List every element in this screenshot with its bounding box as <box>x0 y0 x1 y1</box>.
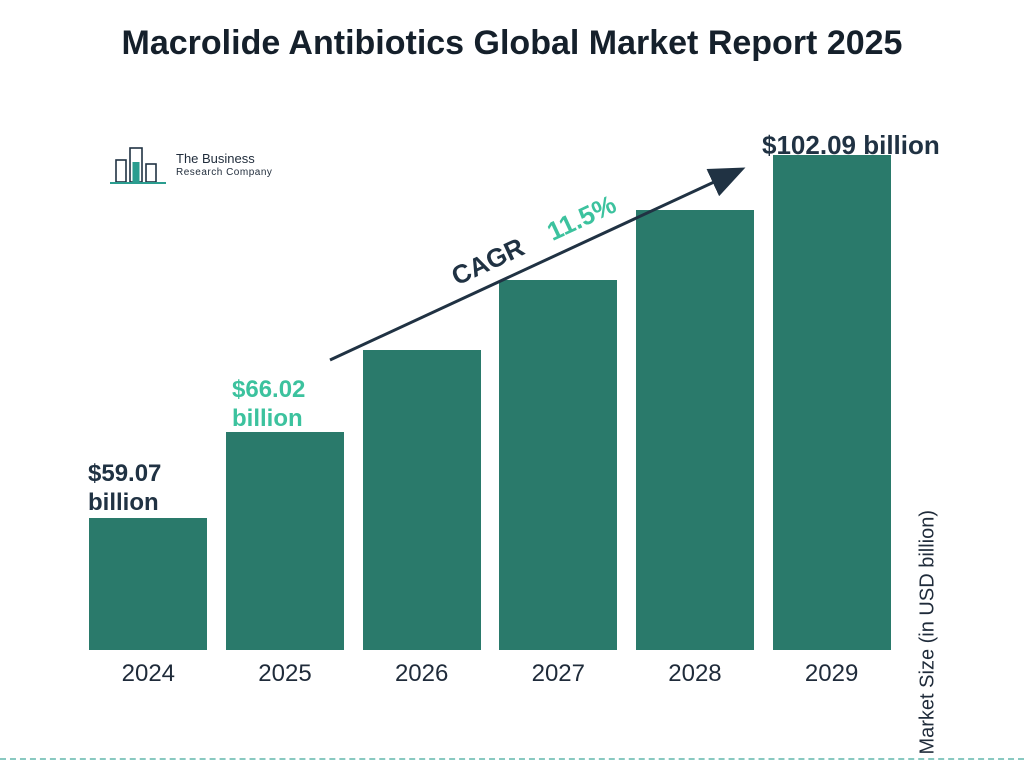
bar <box>89 518 207 650</box>
bar-slot: 2024 <box>89 518 207 650</box>
x-axis-label: 2026 <box>352 660 492 688</box>
bars-container: 202420252026202720282029 <box>80 130 900 650</box>
bar <box>773 155 891 650</box>
bar-slot: 2029 <box>773 155 891 650</box>
bar-slot: 2028 <box>636 210 754 650</box>
x-axis-label: 2027 <box>488 660 628 688</box>
x-axis-label: 2024 <box>78 660 218 688</box>
value-label: $59.07billion <box>88 460 161 518</box>
value-label: $66.02billion <box>232 376 305 434</box>
bar <box>636 210 754 650</box>
bar <box>226 432 344 650</box>
bar-slot: 2025 <box>226 432 344 650</box>
bar <box>499 280 617 650</box>
bar-slot: 2026 <box>363 350 481 650</box>
bottom-dashed-divider <box>0 758 1024 760</box>
x-axis-label: 2029 <box>762 660 902 688</box>
chart-title: Macrolide Antibiotics Global Market Repo… <box>0 0 1024 65</box>
bar-slot: 2027 <box>499 280 617 650</box>
value-label: $102.09 billion <box>762 130 940 161</box>
x-axis-label: 2025 <box>215 660 355 688</box>
x-axis-label: 2028 <box>625 660 765 688</box>
y-axis-label: Market Size (in USD billion) <box>917 510 940 755</box>
bar-chart: 202420252026202720282029 Market Size (in… <box>80 130 900 690</box>
bar <box>363 350 481 650</box>
